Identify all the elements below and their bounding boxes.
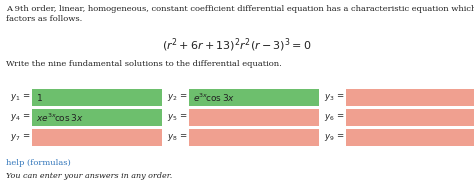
FancyBboxPatch shape [346, 129, 474, 146]
Text: A 9th order, linear, homogeneous, constant coefficient differential equation has: A 9th order, linear, homogeneous, consta… [6, 5, 474, 13]
FancyBboxPatch shape [32, 89, 162, 106]
Text: $y_7$ =: $y_7$ = [9, 132, 30, 143]
Text: $y_1$ =: $y_1$ = [9, 92, 30, 103]
Text: $y_4$ =: $y_4$ = [9, 112, 30, 123]
Text: You can enter your answers in any order.: You can enter your answers in any order. [6, 172, 172, 180]
FancyBboxPatch shape [32, 109, 162, 126]
FancyBboxPatch shape [189, 89, 319, 106]
FancyBboxPatch shape [346, 109, 474, 126]
Text: $(r^2 + 6r + 13)^2r^2(r - 3)^3 = 0$: $(r^2 + 6r + 13)^2r^2(r - 3)^3 = 0$ [162, 36, 312, 54]
Text: $y_9$ =: $y_9$ = [324, 132, 344, 143]
Text: $y_6$ =: $y_6$ = [324, 112, 344, 123]
FancyBboxPatch shape [32, 129, 162, 146]
Text: $1$: $1$ [36, 92, 43, 103]
Text: $y_5$ =: $y_5$ = [166, 112, 187, 123]
FancyBboxPatch shape [346, 89, 474, 106]
Text: help (formulas): help (formulas) [6, 159, 71, 167]
Text: $y_8$ =: $y_8$ = [166, 132, 187, 143]
Text: $y_3$ =: $y_3$ = [324, 92, 344, 103]
Text: Write the nine fundamental solutions to the differential equation.: Write the nine fundamental solutions to … [6, 60, 282, 68]
FancyBboxPatch shape [189, 129, 319, 146]
Text: $e^{3x}\!\cos 3x$: $e^{3x}\!\cos 3x$ [193, 91, 235, 104]
Text: factors as follows.: factors as follows. [6, 15, 82, 23]
Text: $xe^{3x}\!\cos 3x$: $xe^{3x}\!\cos 3x$ [36, 111, 84, 124]
FancyBboxPatch shape [189, 109, 319, 126]
Text: $y_2$ =: $y_2$ = [166, 92, 187, 103]
